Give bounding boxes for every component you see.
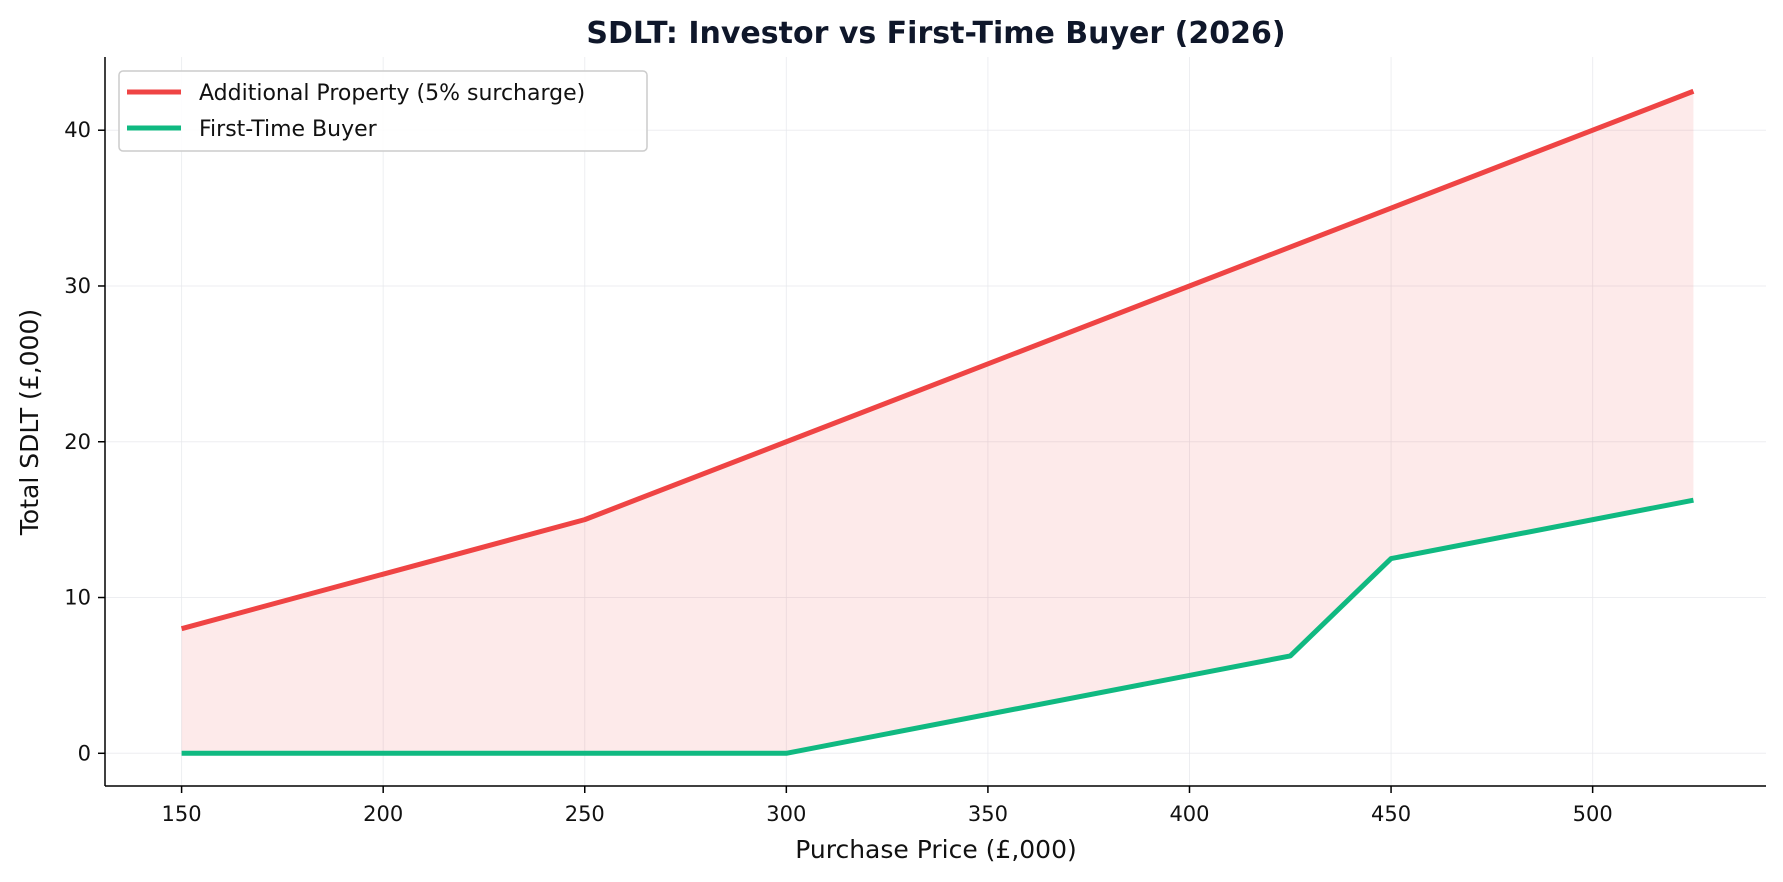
grid [105,57,1766,786]
y-tick-label-30: 30 [64,274,91,298]
tick-labels: 150 200 250 300 350 400 450 500 0 10 20 30 40 [64,118,1612,826]
x-tick-label-200: 200 [363,802,403,826]
x-tick-label-450: 450 [1371,802,1411,826]
legend-label-first-time-buyer: First-Time Buyer [199,117,378,142]
fill-between-polygon [181,91,1694,754]
series-lines [180,88,1695,756]
x-tick-label-500: 500 [1573,802,1613,826]
legend-box [118,70,648,152]
x-tick-label-400: 400 [1169,802,1209,826]
y-tick-label-20: 20 [64,430,91,454]
x-tick-label-350: 350 [968,802,1008,826]
x-tick-label-300: 300 [766,802,806,826]
legend-label-additional-property: Additional Property (5% surcharge) [199,81,585,106]
x-tick-label-150: 150 [162,802,202,826]
legend: Additional Property (5% surcharge) First… [118,70,648,152]
fill-between-area [181,91,1694,754]
axes [98,57,1766,793]
chart-title: SDLT: Investor vs First-Time Buyer (2026… [586,16,1285,51]
y-tick-label-40: 40 [64,118,91,142]
y-axis-label: Total SDLT (£,000) [15,309,44,536]
series-line-1 [181,497,1694,756]
y-tick-label-0: 0 [78,741,91,765]
x-axis-label: Purchase Price (£,000) [795,835,1076,864]
y-tick-label-10: 10 [64,586,91,610]
x-tick-label-250: 250 [565,802,605,826]
series-line-0 [180,88,1695,632]
